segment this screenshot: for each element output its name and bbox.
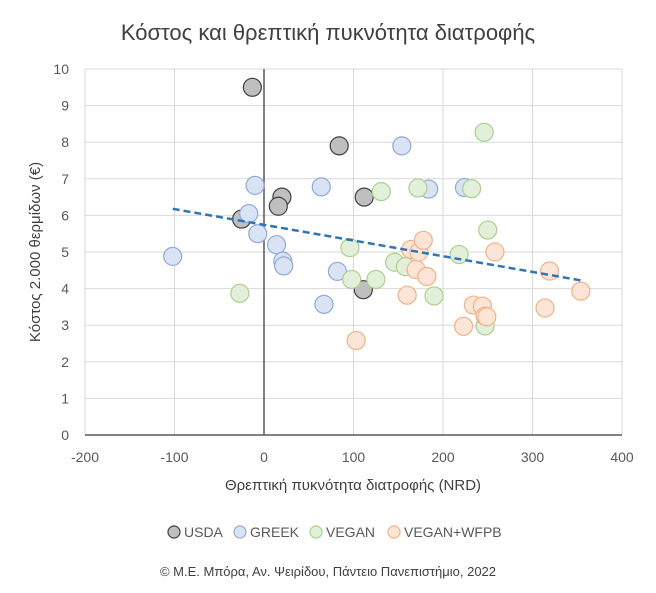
y-tick-label: 6	[61, 207, 69, 223]
y-tick-label: 0	[61, 427, 69, 443]
x-axis-label: Θρεπτική πυκνότητα διατροφής (NRD)	[225, 477, 481, 494]
axes	[85, 69, 622, 436]
data-point-greek	[163, 246, 183, 266]
data-point-greek	[248, 224, 268, 244]
y-tick-label: 7	[61, 171, 69, 187]
y-tick-label: 8	[61, 134, 69, 150]
data-point-usda	[329, 136, 349, 156]
x-tick-label: -200	[71, 449, 99, 465]
data-point-vegan-wfpb	[571, 281, 591, 301]
legend-label: VEGAN+WFPB	[404, 524, 502, 540]
data-point-vegan-wfpb	[453, 316, 474, 336]
data-point-vegan-wfpb	[397, 285, 417, 305]
data-point-vegan	[462, 179, 482, 199]
y-tick-label: 4	[61, 281, 69, 297]
data-point-vegan	[230, 283, 250, 303]
data-point-greek	[274, 256, 294, 276]
data-point-vegan	[342, 269, 362, 290]
y-tick-label: 1	[61, 390, 69, 406]
data-point-usda	[242, 77, 262, 97]
y-tick-label: 3	[61, 317, 69, 333]
data-point-vegan	[371, 182, 391, 202]
data-point-vegan	[366, 269, 386, 290]
data-point-vegan	[424, 286, 444, 306]
data-point-usda	[354, 187, 374, 207]
footer-credit: © Μ.Ε. Μπόρα, Αν. Ψειρίδου, Πάντειο Πανε…	[160, 564, 496, 579]
data-points	[163, 77, 591, 351]
legend-marker	[309, 525, 323, 539]
y-tick-label: 10	[53, 61, 69, 77]
x-tick-label: 100	[342, 449, 366, 465]
data-point-vegan-wfpb	[477, 307, 497, 327]
legend-label: GREEK	[250, 524, 300, 540]
data-point-vegan	[340, 238, 360, 258]
data-point-vegan-wfpb	[485, 242, 505, 262]
legend-marker	[387, 525, 401, 539]
trendline-group	[172, 207, 582, 282]
data-point-vegan	[408, 178, 428, 198]
data-point-vegan-wfpb	[539, 261, 560, 281]
legend-label: VEGAN	[326, 524, 375, 540]
data-point-greek	[311, 177, 331, 197]
data-point-greek	[266, 235, 287, 255]
data-point-vegan	[474, 122, 494, 142]
y-tick-label: 2	[61, 354, 69, 370]
data-point-usda	[268, 196, 288, 216]
data-point-greek	[245, 175, 265, 195]
data-point-vegan-wfpb	[417, 266, 437, 287]
data-point-greek	[392, 136, 412, 156]
legend: USDA GREEK VEGAN VEGAN+WFPB	[167, 524, 502, 540]
x-tick-label: 400	[610, 449, 634, 465]
x-tick-label: 200	[431, 449, 455, 465]
legend-marker	[233, 525, 247, 539]
y-tick-label: 9	[61, 98, 69, 114]
trendline	[172, 207, 582, 282]
y-axis-label: Κόστος 2.000 θερμίδων (€)	[27, 162, 44, 342]
x-tick-label: -100	[160, 449, 188, 465]
data-point-greek	[327, 261, 347, 281]
data-point-vegan-wfpb	[413, 230, 433, 250]
x-tick-label: 0	[260, 449, 268, 465]
chart-title: Κόστος και θρεπτική πυκνότητα διατροφής	[121, 20, 535, 45]
data-point-vegan-wfpb	[535, 298, 555, 318]
data-point-greek	[314, 294, 334, 314]
legend-marker	[167, 525, 181, 539]
data-point-vegan-wfpb	[346, 330, 366, 351]
legend-label: USDA	[184, 524, 224, 540]
x-tick-label: 300	[521, 449, 545, 465]
data-point-vegan	[478, 220, 498, 240]
tick-labels: 0 1 2 3 4 5 6 7 8 9 10 -200 -100 0 100 200 300 400	[53, 61, 633, 465]
y-tick-label: 5	[61, 244, 69, 260]
